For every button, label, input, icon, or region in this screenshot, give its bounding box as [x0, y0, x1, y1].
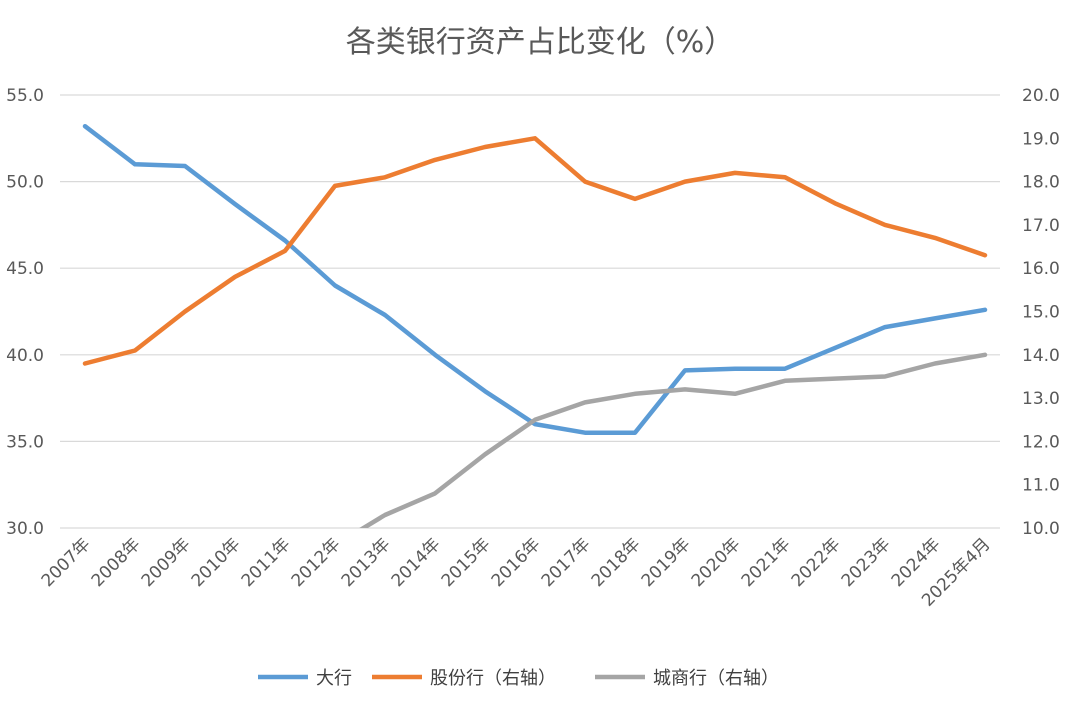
- x-tick-label: 2020年: [688, 534, 745, 591]
- x-tick-label: 2017年: [538, 534, 595, 591]
- x-tick-label: 2015年: [438, 534, 495, 591]
- left-tick-label: 35.0: [6, 432, 44, 452]
- x-tick-label: 2022年: [788, 534, 845, 591]
- right-tick-label: 19.0: [1022, 129, 1060, 149]
- x-tick-label: 2007年: [38, 534, 95, 591]
- x-tick-label: 2014年: [388, 534, 445, 591]
- x-tick-label: 2010年: [188, 534, 245, 591]
- x-tick-label: 2021年: [738, 534, 795, 591]
- legend-label-1: 股份行（右轴）: [430, 668, 556, 689]
- x-tick-label: 2023年: [838, 534, 895, 591]
- x-tick-label: 2008年: [88, 534, 145, 591]
- gridlines: [60, 94, 1000, 529]
- chart-title: 各类银行资产占比变化（%）: [346, 25, 735, 60]
- right-tick-label: 17.0: [1022, 216, 1060, 236]
- right-tick-label: 20.0: [1022, 86, 1060, 106]
- series-line-0: [82, 123, 988, 435]
- right-tick-label: 12.0: [1022, 432, 1060, 452]
- x-axis: 2007年2008年2009年2010年2011年2012年2013年2014年…: [38, 534, 995, 610]
- right-tick-label: 13.0: [1022, 389, 1060, 409]
- right-axis: 10.0 11.0 12.0 13.0 14.0 15.0 16.0 17.0 18.0 19.0…: [1022, 86, 1060, 539]
- x-tick-label: 2013年: [338, 534, 395, 591]
- right-tick-label: 14.0: [1022, 346, 1060, 366]
- left-tick-label: 30.0: [6, 519, 44, 539]
- right-tick-label: 11.0: [1022, 476, 1060, 496]
- x-tick-label: 2016年: [488, 534, 545, 591]
- right-tick-label: 18.0: [1022, 173, 1060, 193]
- left-tick-label: 40.0: [6, 346, 44, 366]
- right-tick-label: 10.0: [1022, 519, 1060, 539]
- left-tick-label: 55.0: [6, 86, 44, 106]
- x-tick-label: 2018年: [588, 534, 645, 591]
- left-tick-label: 45.0: [6, 259, 44, 279]
- series-line-1: [82, 136, 988, 366]
- legend-label-0: 大行: [316, 668, 352, 689]
- x-tick-label: 2019年: [638, 534, 695, 591]
- series-layer: [82, 123, 988, 528]
- left-tick-label: 50.0: [6, 173, 44, 193]
- right-tick-label: 16.0: [1022, 259, 1060, 279]
- series-line-2: [359, 352, 988, 528]
- left-axis: 30.0 35.0 40.0 45.0 50.0 55.0: [6, 86, 44, 539]
- x-tick-label: 2012年: [288, 534, 345, 591]
- x-tick-label: 2009年: [138, 534, 195, 591]
- legend: 大行 股份行（右轴） 城商行（右轴）: [258, 668, 779, 689]
- right-tick-label: 15.0: [1022, 303, 1060, 323]
- x-tick-label: 2011年: [238, 534, 295, 591]
- legend-label-2: 城商行（右轴）: [653, 668, 779, 689]
